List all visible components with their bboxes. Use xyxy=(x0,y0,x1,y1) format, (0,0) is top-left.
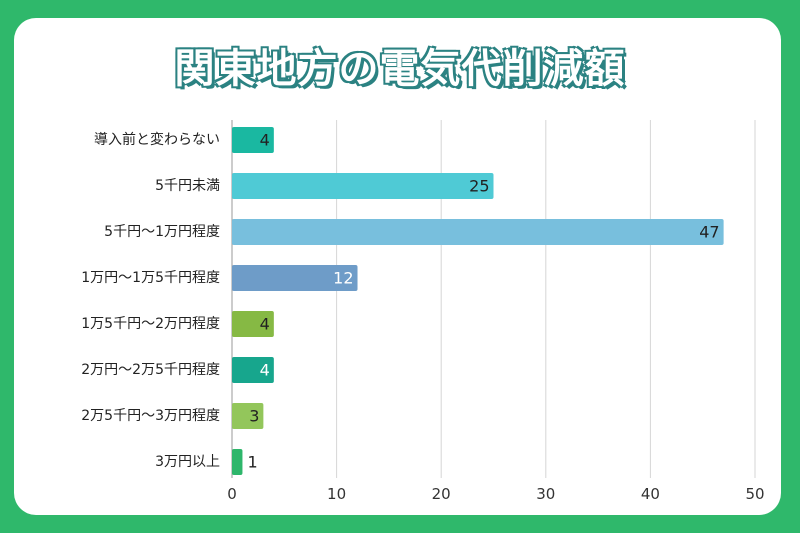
bar xyxy=(232,265,358,291)
category-label: 2万5千円〜3万円程度 xyxy=(81,408,220,424)
data-label: 47 xyxy=(699,223,719,242)
bar xyxy=(232,357,274,383)
data-label: 12 xyxy=(333,269,353,288)
category-label: 1万5千円〜2万円程度 xyxy=(81,316,220,332)
x-tick-label: 40 xyxy=(641,485,660,503)
bar xyxy=(232,311,274,337)
category-label: 5千円未満 xyxy=(155,178,220,194)
category-label: 5千円〜1万円程度 xyxy=(104,224,220,240)
category-label: 1万円〜1万5千円程度 xyxy=(81,270,220,286)
bar xyxy=(232,449,243,475)
x-tick-label: 50 xyxy=(745,485,764,503)
data-label: 4 xyxy=(260,361,270,380)
category-label: 2万円〜2万5千円程度 xyxy=(81,362,220,378)
bar xyxy=(232,127,274,153)
data-label: 4 xyxy=(260,315,270,334)
bar xyxy=(232,173,494,199)
x-tick-label: 0 xyxy=(227,485,237,503)
x-tick-label: 30 xyxy=(536,485,555,503)
data-label: 4 xyxy=(260,131,270,150)
bar xyxy=(232,219,724,245)
chart-card xyxy=(14,18,781,515)
chart-title: 関東地方の電気代削減額 xyxy=(174,45,626,93)
data-label: 25 xyxy=(469,177,489,196)
bar xyxy=(232,403,264,429)
category-label: 導入前と変わらない xyxy=(94,131,220,148)
category-label: 3万円以上 xyxy=(155,454,220,470)
x-tick-label: 20 xyxy=(432,485,451,503)
data-label: 1 xyxy=(247,453,257,472)
x-tick-label: 10 xyxy=(327,485,346,503)
data-label: 3 xyxy=(249,407,259,426)
